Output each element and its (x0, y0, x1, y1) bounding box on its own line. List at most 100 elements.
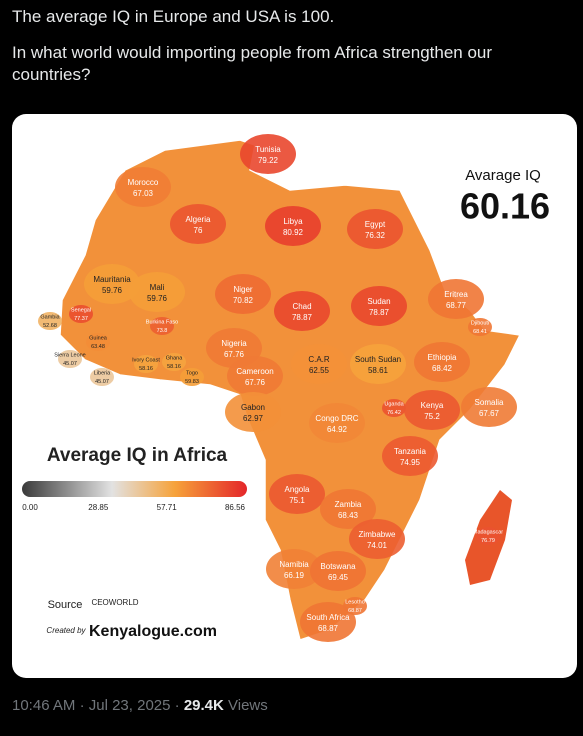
country-name: Sudan (367, 297, 390, 306)
country-name: Libya (283, 217, 303, 226)
country-name: C.A.R (308, 355, 330, 364)
country-region (86, 333, 110, 351)
country-value: 62.97 (243, 414, 264, 423)
average-label: Avarage IQ (465, 167, 541, 184)
country-value: 73.8 (157, 328, 168, 334)
country-region (382, 436, 438, 476)
country-region (404, 390, 460, 430)
country-name: Liberia (94, 370, 111, 376)
country-value: 59.76 (147, 294, 168, 303)
country-region (320, 489, 376, 529)
country-value: 80.92 (283, 228, 304, 237)
map-title: Average IQ in Africa (47, 445, 228, 466)
legend-tick-label: 86.56 (225, 503, 246, 512)
average-value: 60.16 (460, 186, 550, 227)
post-paragraph: In what world would importing people fro… (12, 43, 493, 84)
country-value: 68.87 (348, 608, 362, 614)
legend-tick-label: 0.00 (22, 503, 38, 512)
country-name: Togo (186, 370, 198, 376)
country-region (150, 317, 174, 335)
country-value: 70.82 (233, 296, 254, 305)
country-region (227, 356, 283, 396)
legend-bar (22, 481, 247, 497)
post-text: The average IQ in Europe and USA is 100.… (12, 6, 552, 100)
country-value: 59.83 (185, 379, 199, 385)
country-name: South Africa (306, 613, 350, 622)
country-value: 74.95 (400, 458, 421, 467)
country-name: Namibia (279, 560, 309, 569)
country-value: 76.79 (481, 538, 495, 544)
view-count: 29.4K (183, 697, 224, 714)
country-region (274, 291, 330, 331)
country-name: Nigeria (221, 339, 247, 348)
post-paragraph: The average IQ in Europe and USA is 100. (12, 7, 335, 26)
country-region (347, 209, 403, 249)
country-name: Sierra Leone (54, 352, 86, 358)
country-value: 62.55 (309, 366, 330, 375)
country-region (115, 167, 171, 207)
country-name: Senegal (71, 307, 91, 313)
country-name: Gambia (40, 314, 60, 320)
legend-tick-label: 57.71 (157, 503, 178, 512)
date[interactable]: Jul 23, 2025 (88, 697, 171, 714)
country-value: 63.48 (91, 344, 105, 350)
country-name: Botswana (320, 562, 356, 571)
country-value: 45.07 (95, 379, 109, 385)
country-name: Chad (292, 302, 311, 311)
time: 10:46 AM (12, 697, 76, 714)
country-value: 68.43 (338, 511, 359, 520)
map-image[interactable]: Tunisia 79.22 Morocco 67.03 Algeria 76 Libya 80… (12, 114, 577, 678)
country-region (476, 527, 500, 545)
country-region (58, 350, 82, 368)
country-region (428, 279, 484, 319)
country-name: Ivory Coast (132, 357, 160, 363)
source-label: Source (48, 599, 83, 611)
country-name: Djibouti (471, 320, 489, 326)
country-region (350, 344, 406, 384)
country-value: 52.68 (43, 323, 57, 329)
country-name: Niger (233, 285, 252, 294)
country-name: South Sudan (355, 355, 401, 364)
country-name: Gabon (241, 403, 265, 412)
country-name: Guinea (89, 335, 108, 341)
country-region (266, 549, 322, 589)
country-value: 77.37 (74, 316, 88, 322)
country-region (38, 312, 62, 330)
country-name: Kenya (421, 401, 444, 410)
country-name: Egypt (365, 220, 386, 229)
country-value: 67.76 (245, 378, 266, 387)
country-value: 68.42 (432, 364, 453, 373)
country-value: 76.42 (387, 410, 401, 416)
country-region (291, 344, 347, 384)
country-region (170, 204, 226, 244)
created-by: Kenyalogue.com (89, 623, 217, 640)
country-value: 75.2 (424, 412, 440, 421)
country-value: 58.16 (139, 366, 153, 372)
country-value: 74.01 (367, 541, 388, 550)
country-region (134, 355, 158, 373)
country-value: 69.45 (328, 573, 349, 582)
country-value: 66.19 (284, 571, 305, 580)
country-name: Cameroon (236, 367, 273, 376)
country-region (310, 551, 366, 591)
country-region (461, 387, 517, 427)
country-name: Angola (285, 485, 310, 494)
country-name: Somalia (475, 398, 504, 407)
views-label: Views (228, 697, 268, 714)
country-name: Zimbabwe (359, 530, 396, 539)
country-name: Morocco (128, 178, 159, 187)
country-name: Mali (150, 283, 165, 292)
country-value: 76 (194, 226, 203, 235)
country-region (300, 602, 356, 642)
country-value: 58.61 (368, 366, 389, 375)
country-value: 67.76 (224, 350, 245, 359)
country-name: Zambia (335, 500, 362, 509)
country-region (129, 272, 185, 312)
source: CEOWORLD (91, 598, 138, 607)
country-value: 67.03 (133, 189, 154, 198)
country-value: 78.87 (292, 313, 313, 322)
country-value: 58.16 (167, 364, 181, 370)
country-region (309, 403, 365, 443)
country-region (69, 305, 93, 323)
